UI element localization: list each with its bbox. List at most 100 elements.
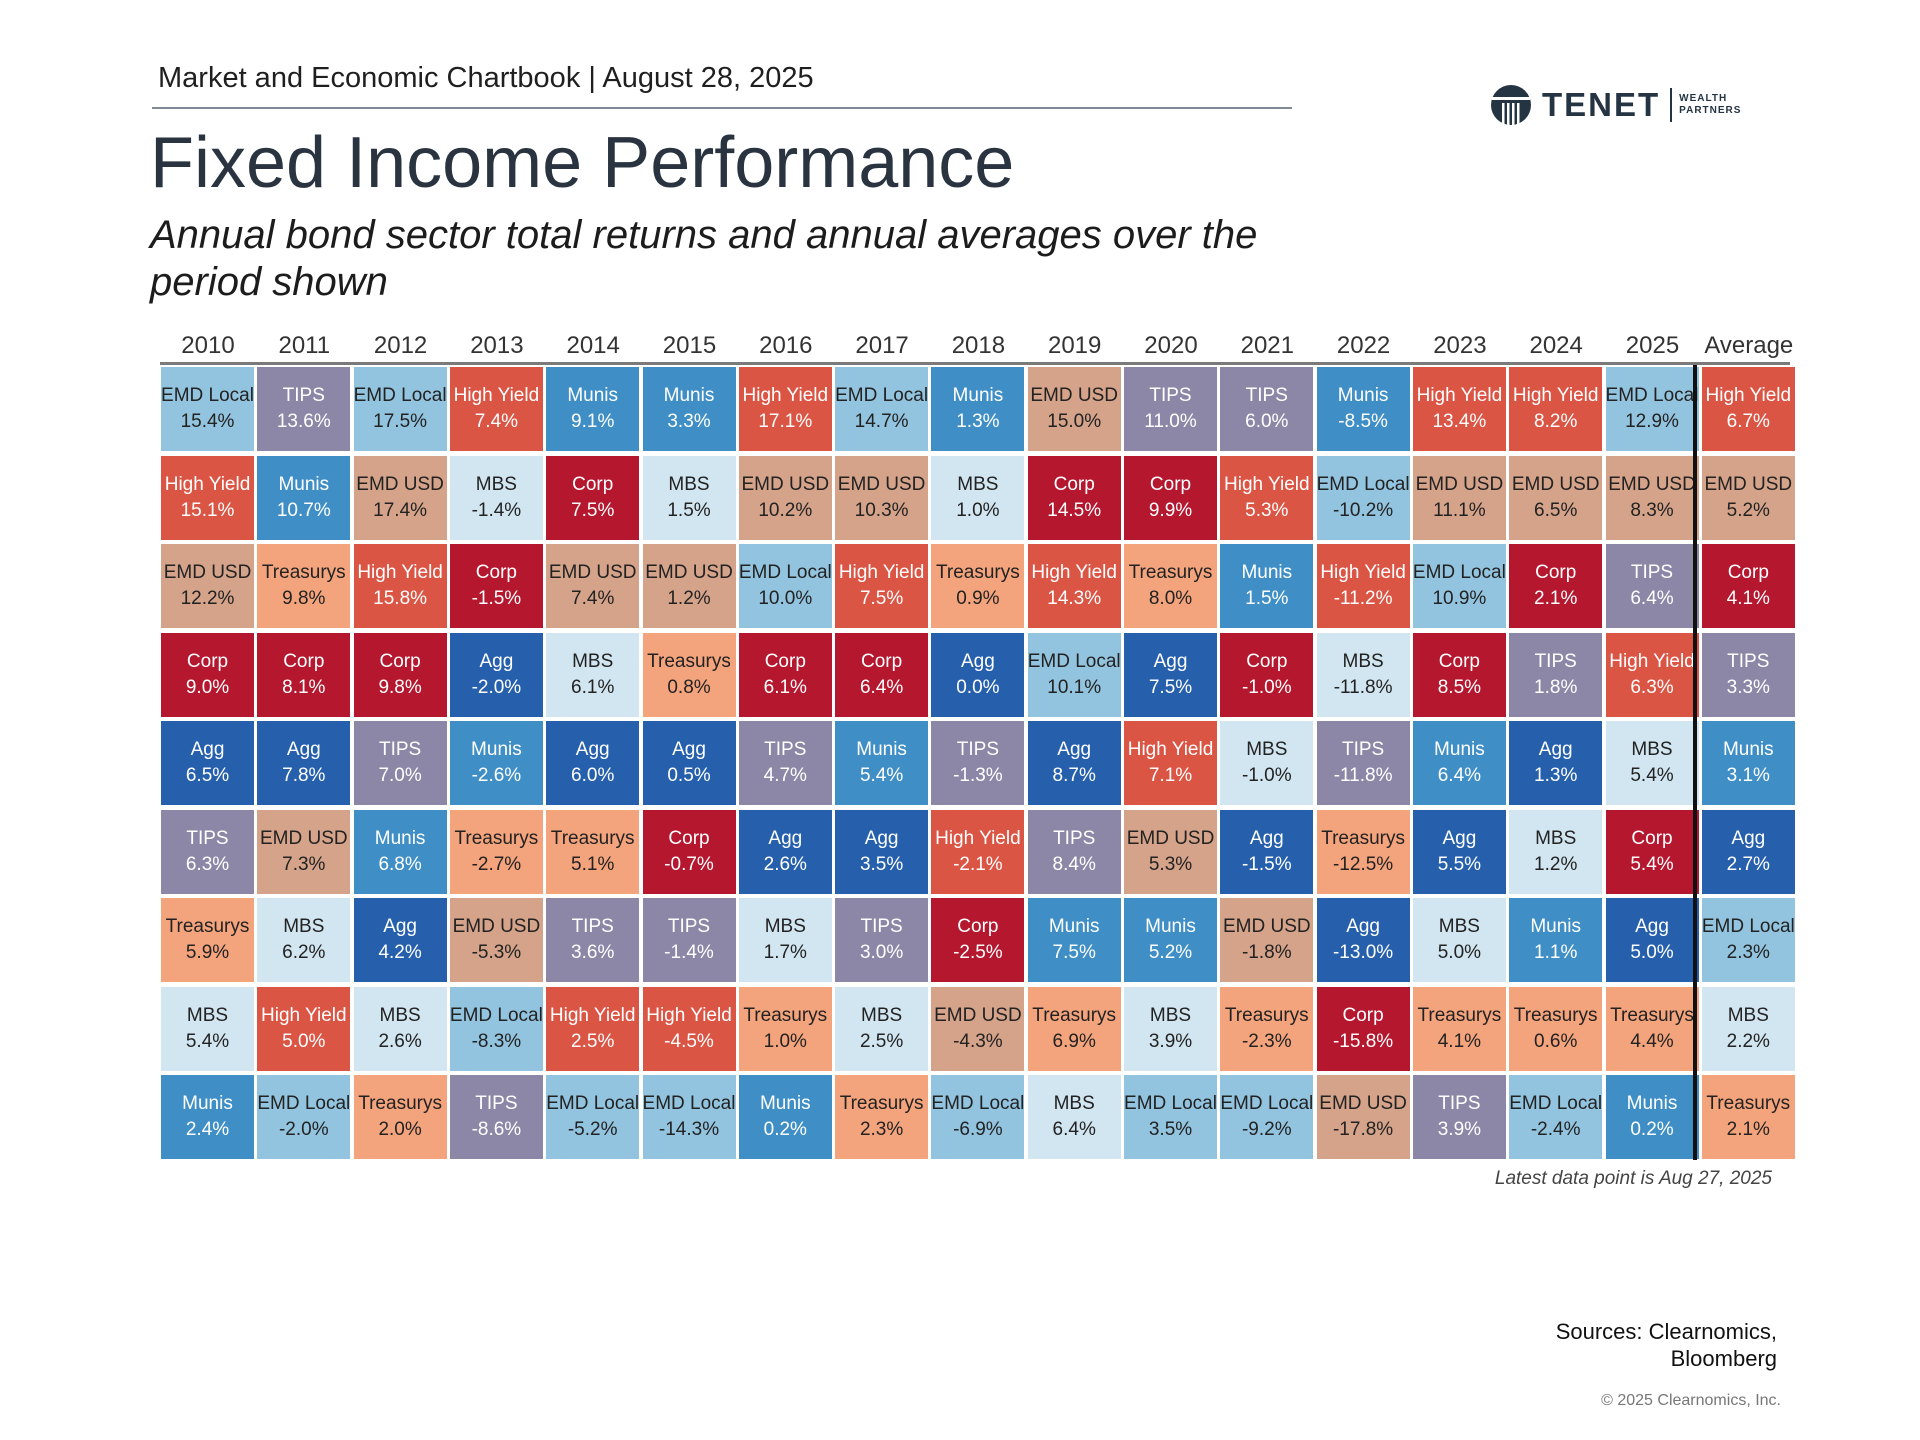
cell-return-value: 1.2% xyxy=(667,588,711,609)
cell-return-value: 7.5% xyxy=(859,588,904,609)
cell-sector-label: TIPS xyxy=(1341,739,1385,760)
cell-return-value: 13.6% xyxy=(276,411,331,432)
cell-sector-label: Corp xyxy=(1053,473,1095,495)
quilt-cell-2024-rank-9: EMD Local -2.4% xyxy=(1509,1075,1603,1159)
cell-sector-label: Corp xyxy=(861,650,903,672)
quilt-cell-2010-rank-7: Treasurys 5.9% xyxy=(161,898,254,982)
cell-return-value: 6.2% xyxy=(282,942,326,963)
cell-sector-label: Munis xyxy=(1626,1093,1678,1114)
quilt-cell-average-rank-1: High Yield 6.7% xyxy=(1701,367,1795,451)
quilt-cell-2023-rank-4: Corp 8.5% xyxy=(1412,632,1506,717)
quilt-cell-2011-rank-7: MBS 6.2% xyxy=(257,898,351,982)
cell-return-value: 2.7% xyxy=(1726,853,1770,875)
quilt-cell-2019-rank-6: TIPS 8.4% xyxy=(1027,809,1121,894)
cell-return-value: 10.0% xyxy=(758,588,813,609)
cell-return-value: 5.3% xyxy=(1148,853,1193,875)
cell-return-value: 14.3% xyxy=(1047,588,1102,609)
quilt-cell-2024-rank-5: Agg 1.3% xyxy=(1509,721,1603,805)
quilt-cell-2017-rank-2: EMD USD 10.3% xyxy=(835,455,929,540)
cell-sector-label: Munis xyxy=(663,385,715,406)
quilt-cell-2024-rank-1: High Yield 8.2% xyxy=(1509,367,1603,451)
cell-sector-label: High Yield xyxy=(357,562,443,583)
cell-return-value: 6.3% xyxy=(1630,676,1674,698)
cell-sector-label: Corp xyxy=(283,650,325,672)
cell-sector-label: TIPS xyxy=(1053,827,1096,849)
cell-return-value: 2.3% xyxy=(1726,942,1770,963)
quilt-cell-2014-rank-4: MBS 6.1% xyxy=(546,632,640,717)
quilt-cell-2024-rank-6: MBS 1.2% xyxy=(1509,809,1603,894)
logo-separator xyxy=(1670,88,1673,122)
cell-return-value: 7.0% xyxy=(378,765,422,786)
cell-return-value: -17.8% xyxy=(1332,1119,1394,1140)
quilt-cell-2015-rank-8: High Yield -4.5% xyxy=(642,986,736,1071)
cell-sector-label: MBS xyxy=(379,1004,421,1026)
cell-sector-label: Corp xyxy=(1535,562,1577,583)
column-header-2021: 2021 xyxy=(1240,332,1294,359)
quilt-cell-2025-rank-3: TIPS 6.4% xyxy=(1605,544,1699,628)
cell-return-value: 8.3% xyxy=(1630,499,1674,521)
cell-sector-label: High Yield xyxy=(1320,562,1406,583)
cell-return-value: -2.6% xyxy=(471,765,522,786)
cell-sector-label: Agg xyxy=(190,739,225,760)
cell-return-value: 6.1% xyxy=(763,676,807,698)
cell-sector-label: High Yield xyxy=(261,1004,347,1026)
cell-sector-label: Munis xyxy=(374,827,426,849)
quilt-cell-2018-rank-6: High Yield -2.1% xyxy=(931,809,1025,894)
cell-return-value: 6.4% xyxy=(1052,1119,1096,1140)
sources-line-2: Bloomberg xyxy=(1670,1346,1777,1371)
cell-sector-label: Corp xyxy=(186,650,229,672)
cell-sector-label: Treasurys xyxy=(454,827,539,849)
cell-sector-label: MBS xyxy=(283,916,325,937)
cell-sector-label: EMD USD xyxy=(837,473,926,495)
cell-return-value: 6.4% xyxy=(1437,765,1482,786)
quilt-cell-2018-rank-2: MBS 1.0% xyxy=(931,455,1025,540)
cell-sector-label: Munis xyxy=(471,739,522,760)
quilt-cell-2019-rank-7: Munis 7.5% xyxy=(1027,898,1121,982)
cell-sector-label: EMD Local xyxy=(1316,473,1410,495)
cell-sector-label: EMD Local xyxy=(161,385,254,406)
tenet-logo-icon xyxy=(1491,85,1531,125)
cell-sector-label: Treasurys xyxy=(261,562,346,583)
cell-sector-label: Corp xyxy=(1149,473,1192,495)
quilt-cell-2015-rank-2: MBS 1.5% xyxy=(642,455,736,540)
quilt-cell-2024-rank-7: Munis 1.1% xyxy=(1509,898,1603,982)
cell-return-value: -2.1% xyxy=(953,853,1003,875)
cell-sector-label: EMD USD xyxy=(1222,916,1311,937)
quilt-cell-2021-rank-4: Corp -1.0% xyxy=(1220,632,1314,717)
quilt-cell-2020-rank-6: EMD USD 5.3% xyxy=(1124,809,1217,894)
cell-sector-label: Munis xyxy=(567,385,619,406)
quilt-cell-2012-rank-4: Corp 9.8% xyxy=(353,632,447,717)
cell-sector-label: Corp xyxy=(764,650,806,672)
cell-return-value: 3.0% xyxy=(859,942,904,963)
cell-return-value: 8.0% xyxy=(1148,588,1193,609)
cell-return-value: -2.7% xyxy=(471,853,522,875)
cell-return-value: -1.4% xyxy=(471,499,522,521)
cell-return-value: 1.7% xyxy=(763,942,807,963)
page-title: Fixed Income Performance xyxy=(150,123,1015,203)
cell-sector-label: Corp xyxy=(475,562,517,583)
cell-sector-label: MBS xyxy=(668,473,710,495)
cell-return-value: 4.4% xyxy=(1630,1030,1674,1052)
cell-return-value: 5.5% xyxy=(1437,853,1482,875)
quilt-cell-2021-rank-6: Agg -1.5% xyxy=(1220,809,1314,894)
quilt-cell-2011-rank-4: Corp 8.1% xyxy=(257,632,351,717)
cell-sector-label: EMD USD xyxy=(934,1004,1022,1026)
cell-sector-label: TIPS xyxy=(1438,1093,1481,1114)
cell-sector-label: High Yield xyxy=(1224,473,1310,495)
header-divider xyxy=(152,107,1292,109)
tenet-logo: TENET WEALTH PARTNERS xyxy=(1490,84,1741,126)
cell-sector-label: EMD Local xyxy=(642,1093,736,1114)
quilt-cell-2020-rank-1: TIPS 11.0% xyxy=(1124,367,1217,451)
quilt-cell-2013-rank-4: Agg -2.0% xyxy=(449,632,543,717)
cell-sector-label: EMD Local xyxy=(1701,916,1795,937)
cell-return-value: 10.3% xyxy=(854,499,909,521)
cell-return-value: -11.2% xyxy=(1333,588,1393,609)
cell-return-value: -5.2% xyxy=(567,1119,618,1140)
cell-sector-label: High Yield xyxy=(1127,739,1214,760)
quilt-cell-2023-rank-8: Treasurys 4.1% xyxy=(1412,986,1506,1071)
cell-return-value: 5.2% xyxy=(1726,499,1770,521)
column-header-2010: 2010 xyxy=(181,332,235,359)
cell-sector-label: MBS xyxy=(1149,1004,1192,1026)
quilt-cell-2025-rank-1: EMD Local 12.9% xyxy=(1605,367,1699,451)
cell-return-value: 2.6% xyxy=(763,853,807,875)
